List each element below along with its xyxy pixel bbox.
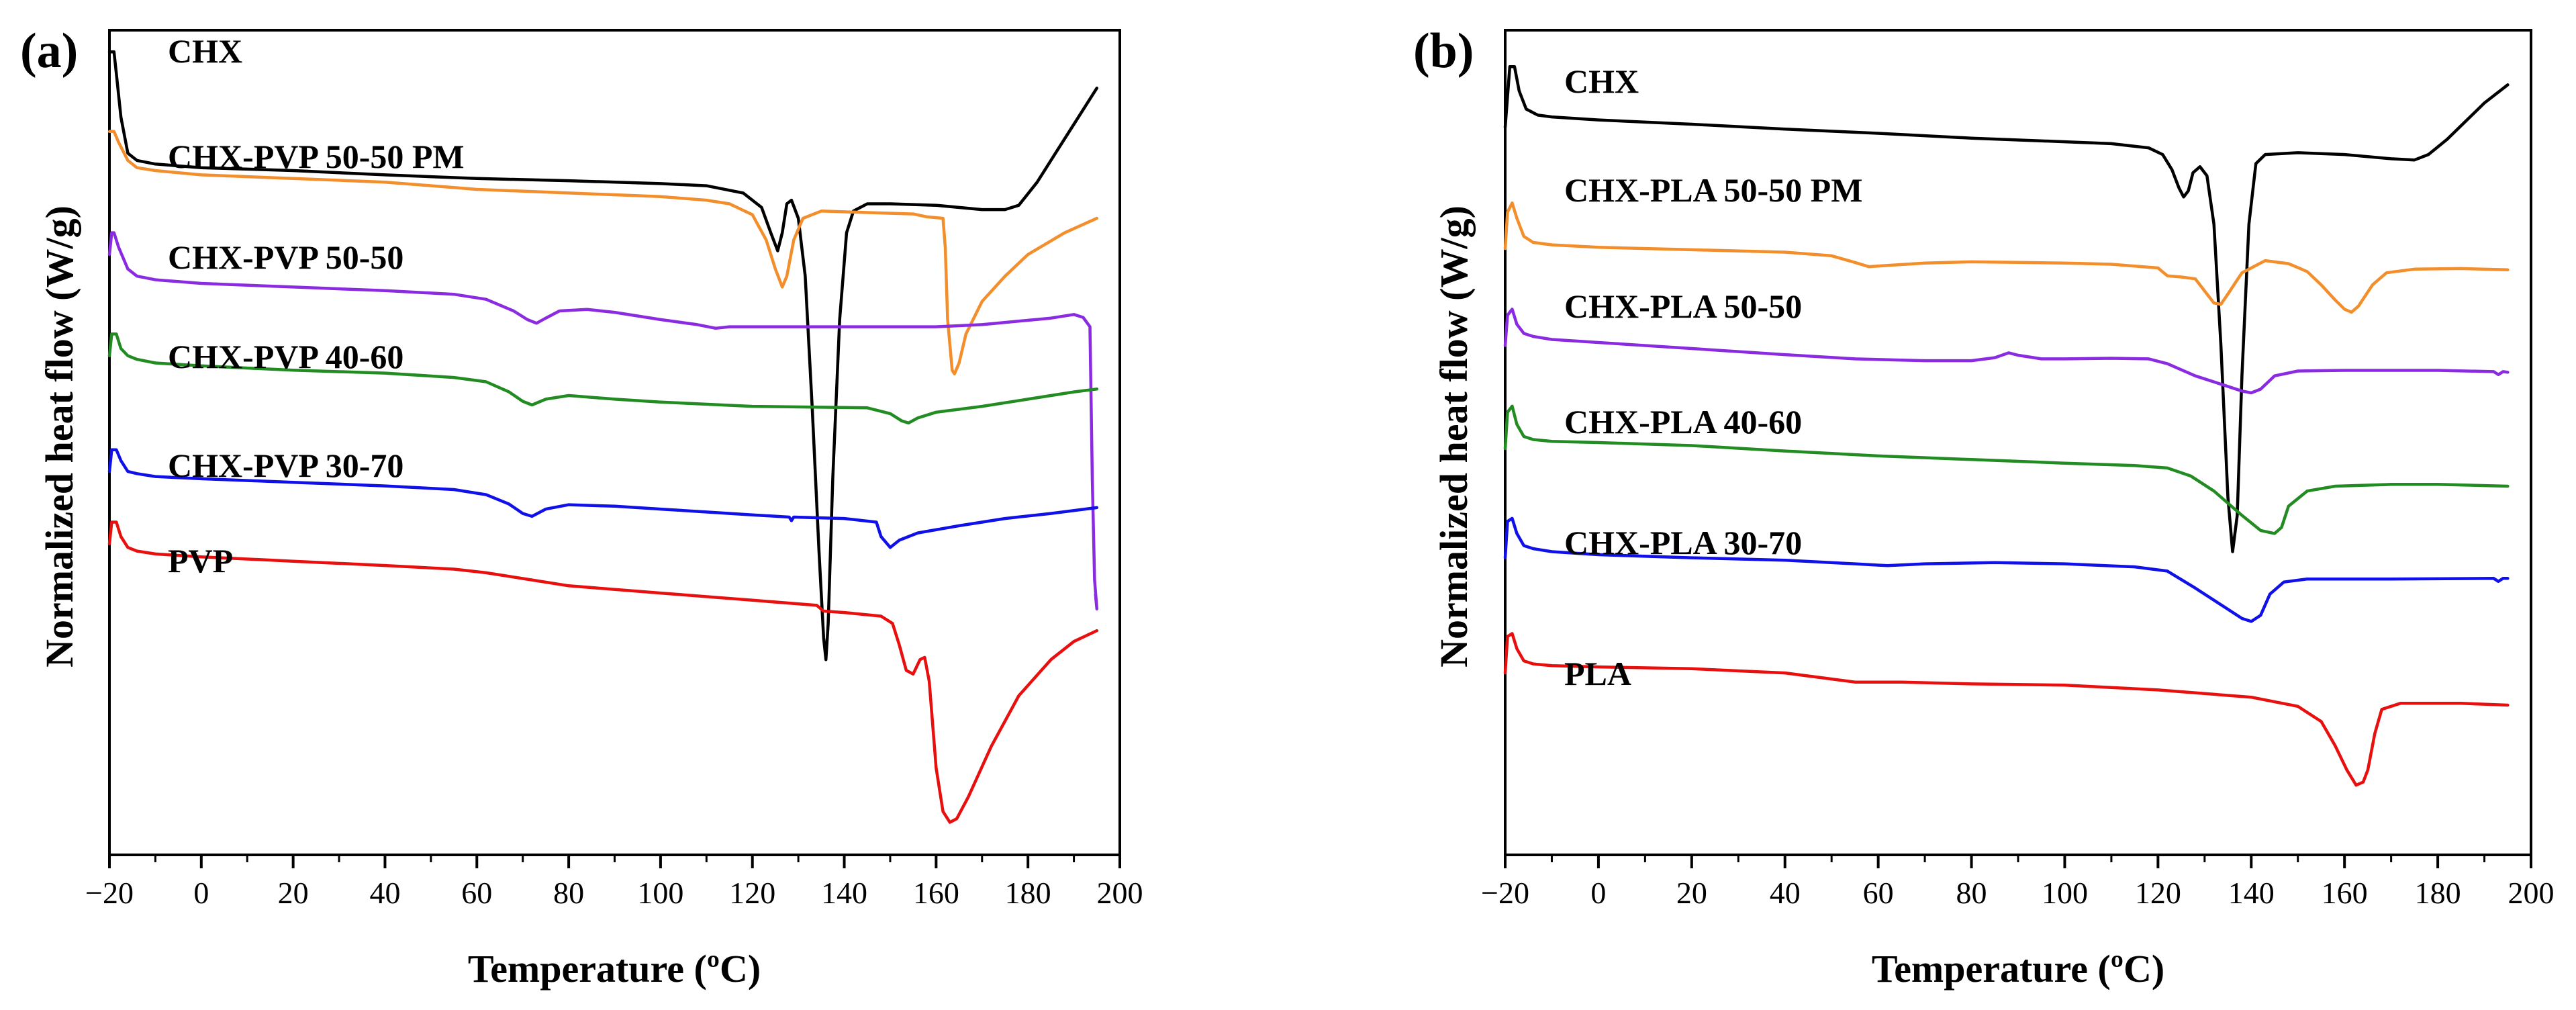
- x-tick-label: 100: [637, 876, 683, 910]
- series-line-chx-b: [1503, 64, 2510, 553]
- series-label-chx-pla-50-50-pm-b: CHX-PLA 50-50 PM: [1564, 171, 1862, 209]
- series-line-chx-pla-50-50-b: [1503, 308, 2510, 395]
- series-line-chx-pvp-50-50-pm-a: [107, 130, 1099, 375]
- y-axis-title-b: Normalized heat flow (W/g): [1432, 205, 1476, 668]
- x-tick-label: 0: [193, 876, 209, 910]
- x-tick-label: 0: [1590, 876, 1606, 910]
- panel-b: (b) −20 0 20 40 60 80 100 120 140 160 180 200 CHXCH…: [1413, 24, 2555, 991]
- series-line-chx-pla-40-60-b: [1503, 404, 2510, 535]
- x-ticks-b: −20 0 20 40 60 80 100 120 140 160 180 200: [1481, 855, 2555, 910]
- series-label-chx-b: CHX: [1564, 62, 1639, 100]
- series-layer-b: CHX CHX-PLA 50-50 PM CHX-PLA 50-50 CHX-PLA …: [1503, 62, 2510, 787]
- y-axis-title-a: Normalized heat flow (W/g): [38, 205, 81, 668]
- x-tick-label: −20: [1481, 876, 1529, 910]
- x-tick-label: 140: [821, 876, 867, 910]
- x-tick-label: 80: [1956, 876, 1987, 910]
- series-line-chx-pvp-40-60-a: [107, 332, 1099, 425]
- x-tick-label: 120: [2135, 876, 2181, 910]
- series-label-chx-pvp-30-70-a: CHX-PVP 30-70: [168, 447, 403, 484]
- x-tick-label: −20: [85, 876, 134, 910]
- series-label-chx-a: CHX: [168, 32, 242, 70]
- series-layer-a: CHX CHX-PVP 50-50 PM CHX-PVP 50-50 CHX-PVP …: [107, 32, 1099, 824]
- x-tick-label: 100: [2042, 876, 2088, 910]
- series-line-chx-pvp-30-70-a: [107, 448, 1099, 549]
- series-label-pla-b: PLA: [1564, 655, 1631, 692]
- x-tick-label: 120: [729, 876, 775, 910]
- series-line-chx-pla-30-70-b: [1503, 516, 2510, 623]
- x-tick-label: 60: [1863, 876, 1894, 910]
- x-tick-label: 140: [2228, 876, 2275, 910]
- x-axis-title-a: Temperature (ºC): [468, 947, 761, 991]
- series-label-chx-pla-50-50-b: CHX-PLA 50-50: [1564, 287, 1802, 325]
- x-tick-label: 40: [1770, 876, 1801, 910]
- x-tick-label: 160: [2322, 876, 2368, 910]
- x-tick-label: 80: [553, 876, 584, 910]
- series-line-chx-pla-50-50-pm-b: [1503, 201, 2510, 314]
- series-label-chx-pvp-50-50-pm-a: CHX-PVP 50-50 PM: [168, 138, 465, 175]
- series-line-pla-b: [1503, 632, 2510, 787]
- x-tick-label: 160: [913, 876, 959, 910]
- series-line-pvp-a: [107, 520, 1099, 824]
- x-axis-title-b: Temperature (ºC): [1872, 947, 2164, 991]
- x-tick-label: 20: [278, 876, 309, 910]
- x-tick-label: 40: [369, 876, 400, 910]
- x-tick-label: 60: [461, 876, 492, 910]
- x-tick-label: 20: [1676, 876, 1707, 910]
- x-tick-label: 200: [1097, 876, 1143, 910]
- series-line-chx-pvp-50-50-a: [107, 231, 1099, 611]
- panel-label-b: (b): [1413, 24, 1474, 79]
- x-tick-label: 200: [2508, 876, 2555, 910]
- panel-label-a: (a): [20, 24, 78, 79]
- series-label-chx-pvp-50-50-a: CHX-PVP 50-50: [168, 238, 403, 276]
- x-tick-label: 180: [1005, 876, 1051, 910]
- panel-a: (a) −20 0 20 40 60 80 100 120 140 160 180 200 CHXCH…: [20, 24, 1143, 991]
- x-tick-label: 180: [2415, 876, 2461, 910]
- series-label-pvp-a: PVP: [168, 542, 233, 580]
- series-label-chx-pla-30-70-b: CHX-PLA 30-70: [1564, 524, 1802, 561]
- series-label-chx-pvp-40-60-a: CHX-PVP 40-60: [168, 338, 403, 375]
- x-ticks-a: −20 0 20 40 60 80 100 120 140 160 180 200: [85, 855, 1143, 910]
- series-label-chx-pla-40-60-b: CHX-PLA 40-60: [1564, 403, 1802, 441]
- series-line-chx-a: [107, 50, 1099, 661]
